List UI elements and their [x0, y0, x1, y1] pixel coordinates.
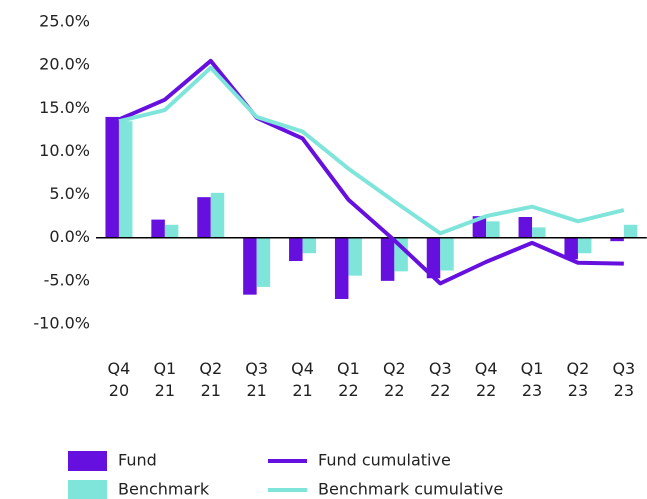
x-tick-label-line: 23	[568, 381, 588, 400]
bar	[302, 237, 317, 254]
y-tick-label: 20.0%	[39, 55, 90, 74]
bar	[164, 224, 179, 238]
bar	[197, 197, 211, 238]
x-tick-label-line: 21	[246, 381, 266, 400]
x-tick-label: Q2 22	[383, 359, 406, 400]
x-tick-label-line: Q4	[291, 359, 314, 378]
legend-swatch	[68, 480, 107, 499]
bar	[348, 237, 362, 276]
x-tick-label-line: Q1	[153, 359, 176, 378]
x-tick-label-line: Q3	[612, 359, 635, 378]
bar	[518, 217, 533, 238]
legend-swatch	[68, 451, 107, 471]
x-tick-label-line: 22	[476, 381, 496, 400]
y-tick-label: 5.0%	[49, 184, 90, 203]
x-tick-label: Q1 23	[521, 359, 544, 400]
x-tick-label-line: Q1	[337, 359, 360, 378]
bar	[105, 116, 119, 238]
bar	[380, 237, 395, 281]
bar	[577, 237, 592, 254]
x-tick-label-line: 22	[430, 381, 450, 400]
x-tick-label-line: 23	[614, 381, 634, 400]
bar	[334, 237, 349, 299]
y-tick-label: 25.0%	[39, 12, 90, 31]
x-tick-label-line: Q3	[245, 359, 268, 378]
legend-label: Benchmark cumulative	[318, 480, 503, 499]
x-tick-label-line: 23	[522, 381, 542, 400]
bar	[151, 219, 165, 238]
x-tick-label-line: 21	[201, 381, 221, 400]
x-tick-label-line: 20	[109, 381, 129, 400]
x-tick-label: Q4 22	[475, 359, 498, 400]
bar	[243, 237, 257, 295]
bar	[210, 192, 225, 238]
x-tick-label-line: Q2	[199, 359, 222, 378]
x-tick-label-line: Q4	[108, 359, 131, 378]
bar	[610, 237, 624, 242]
line-series	[118, 65, 625, 236]
x-tick-label-line: 22	[384, 381, 404, 400]
x-tick-label: Q2 21	[199, 359, 222, 400]
x-tick-label: Q2 23	[567, 359, 590, 400]
x-tick-label: Q4 20	[108, 359, 131, 400]
x-tick-label-line: Q4	[475, 359, 498, 378]
x-tick-label: Q3 23	[612, 359, 635, 400]
legend-label: Fund cumulative	[318, 451, 451, 470]
bar	[623, 224, 638, 238]
x-tick-label-line: Q1	[521, 359, 544, 378]
legend-label: Benchmark	[118, 480, 210, 499]
bar	[486, 221, 500, 238]
bar	[426, 237, 441, 279]
x-tick-label-line: Q2	[383, 359, 406, 378]
bar	[256, 237, 271, 287]
bar	[440, 237, 454, 271]
legend-label: Fund	[118, 451, 157, 470]
bar	[289, 237, 303, 262]
x-tick-label: Q3 22	[429, 359, 452, 400]
x-tick-label-line: Q2	[567, 359, 590, 378]
y-tick-label: -10.0%	[33, 314, 90, 333]
x-tick-label: Q1 21	[153, 359, 176, 400]
bar	[564, 237, 578, 260]
x-tick-label-line: Q3	[429, 359, 452, 378]
x-tick-label-line: 21	[292, 381, 312, 400]
line-series	[118, 58, 624, 286]
bar	[532, 227, 546, 238]
bar	[118, 121, 133, 238]
x-tick-label: Q4 21	[291, 359, 314, 400]
x-tick-label-line: 22	[338, 381, 358, 400]
y-tick-label: 0.0%	[49, 227, 90, 246]
y-tick-label: 10.0%	[39, 141, 90, 160]
y-tick-label: 15.0%	[39, 98, 90, 117]
x-tick-label-line: 21	[155, 381, 175, 400]
x-tick-label: Q1 22	[337, 359, 360, 400]
y-tick-label: -5.0%	[44, 270, 90, 289]
x-tick-label: Q3 21	[245, 359, 268, 400]
